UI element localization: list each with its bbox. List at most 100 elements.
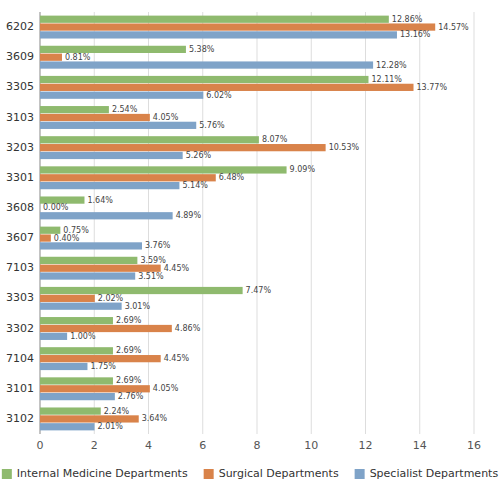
legend-item: Surgical Departments: [204, 467, 339, 480]
bar: [40, 204, 41, 211]
x-tick-label: 14: [413, 439, 427, 452]
data-label: 0.40%: [54, 234, 80, 243]
data-label: 9.09%: [290, 165, 316, 174]
grid-line: [202, 12, 203, 434]
bar: [40, 144, 326, 151]
data-label: 12.28%: [376, 61, 407, 70]
bar: [40, 325, 172, 332]
category-label: 3301: [6, 171, 34, 184]
data-label: 7.47%: [246, 286, 272, 295]
category-label: 3608: [6, 201, 34, 214]
bar: [40, 303, 122, 310]
legend-label: Internal Medicine Departments: [17, 467, 188, 480]
category-label: 3609: [6, 50, 34, 63]
x-tick-label: 0: [37, 439, 44, 452]
data-labels: 12.86%5.38%12.11%2.54%8.07%9.09%1.64%0.7…: [43, 15, 469, 432]
data-label: 3.01%: [125, 302, 151, 311]
legend-item: Internal Medicine Departments: [2, 467, 188, 480]
grid-line: [474, 12, 475, 434]
data-label: 6.02%: [206, 91, 232, 100]
bar: [40, 114, 150, 121]
category-label: 3303: [6, 291, 34, 304]
data-label: 5.38%: [189, 45, 215, 54]
grid-line: [419, 12, 420, 434]
bar: [40, 152, 183, 159]
category-label: 3302: [6, 322, 34, 335]
legend-label: Specialist Departments: [370, 467, 499, 480]
category-label: 7103: [6, 261, 34, 274]
bar: [40, 272, 135, 279]
data-label: 8.07%: [262, 135, 288, 144]
bar: [40, 295, 95, 302]
bar: [40, 415, 139, 422]
x-axis: 0 2 4 6 8 10 12 14 16: [37, 439, 482, 452]
data-label: 5.76%: [199, 121, 225, 130]
bar: [40, 333, 67, 340]
bar: [40, 407, 101, 414]
grid-line: [148, 12, 149, 434]
bar: [40, 23, 435, 30]
data-label: 0.00%: [43, 203, 69, 212]
data-label: 4.86%: [175, 324, 201, 333]
data-label: 3.59%: [140, 256, 166, 265]
grid: [40, 12, 474, 434]
grid-line: [311, 12, 312, 434]
x-tick-label: 16: [467, 439, 481, 452]
data-label: 1.64%: [87, 196, 113, 205]
data-label: 2.02%: [98, 294, 124, 303]
grid-line: [40, 12, 41, 434]
chart: 0246810121416620236093305310332033301360…: [0, 0, 500, 490]
x-tick-label: 8: [254, 439, 261, 452]
data-label: 5.26%: [186, 151, 212, 160]
category-label: 6202: [6, 20, 34, 33]
data-label: 1.75%: [90, 362, 116, 371]
category-label: 3203: [6, 141, 34, 154]
data-label: 4.05%: [153, 113, 179, 122]
data-label: 0.81%: [65, 53, 91, 62]
category-label: 3101: [6, 382, 34, 395]
data-label: 10.53%: [329, 143, 360, 152]
data-label: 3.64%: [142, 414, 168, 423]
bar: [40, 423, 95, 430]
x-tick-label: 6: [199, 439, 206, 452]
x-tick-label: 12: [359, 439, 373, 452]
grid-line: [365, 12, 366, 434]
legend-label: Surgical Departments: [219, 467, 339, 480]
legend: Internal Medicine Departments Surgical De…: [2, 467, 499, 480]
data-label: 2.24%: [104, 407, 130, 416]
bar: [40, 106, 109, 113]
data-label: 1.00%: [70, 332, 96, 341]
x-tick-label: 10: [304, 439, 318, 452]
data-label: 12.11%: [371, 75, 402, 84]
x-tick-label: 4: [145, 439, 152, 452]
data-label: 2.54%: [112, 105, 138, 114]
y-axis-line: [40, 12, 41, 434]
bar: [40, 363, 87, 370]
data-label: 12.86%: [392, 15, 423, 24]
bar: [40, 287, 243, 294]
data-label: 3.76%: [145, 241, 171, 250]
x-tick-label: 2: [91, 439, 98, 452]
data-label: 2.69%: [116, 346, 142, 355]
bar: [40, 16, 389, 23]
bar: [40, 393, 115, 400]
bar: [40, 46, 186, 53]
bar: [40, 122, 196, 129]
bar: [40, 166, 287, 173]
data-label: 13.77%: [417, 83, 448, 92]
bar: [40, 92, 203, 99]
data-label: 2.01%: [98, 422, 124, 431]
y-axis: 6202360933053103320333013608360771033303…: [6, 20, 34, 425]
bar: [40, 257, 137, 264]
data-label: 13.16%: [400, 30, 431, 39]
bar: [40, 377, 113, 384]
category-label: 3305: [6, 80, 34, 93]
bar: [40, 212, 173, 219]
bar: [40, 182, 179, 189]
data-label: 6.48%: [219, 173, 245, 182]
bar: [40, 61, 373, 68]
category-label: 3102: [6, 412, 34, 425]
data-label: 2.69%: [116, 376, 142, 385]
legend-item: Specialist Departments: [355, 467, 499, 480]
bar: [40, 234, 51, 241]
